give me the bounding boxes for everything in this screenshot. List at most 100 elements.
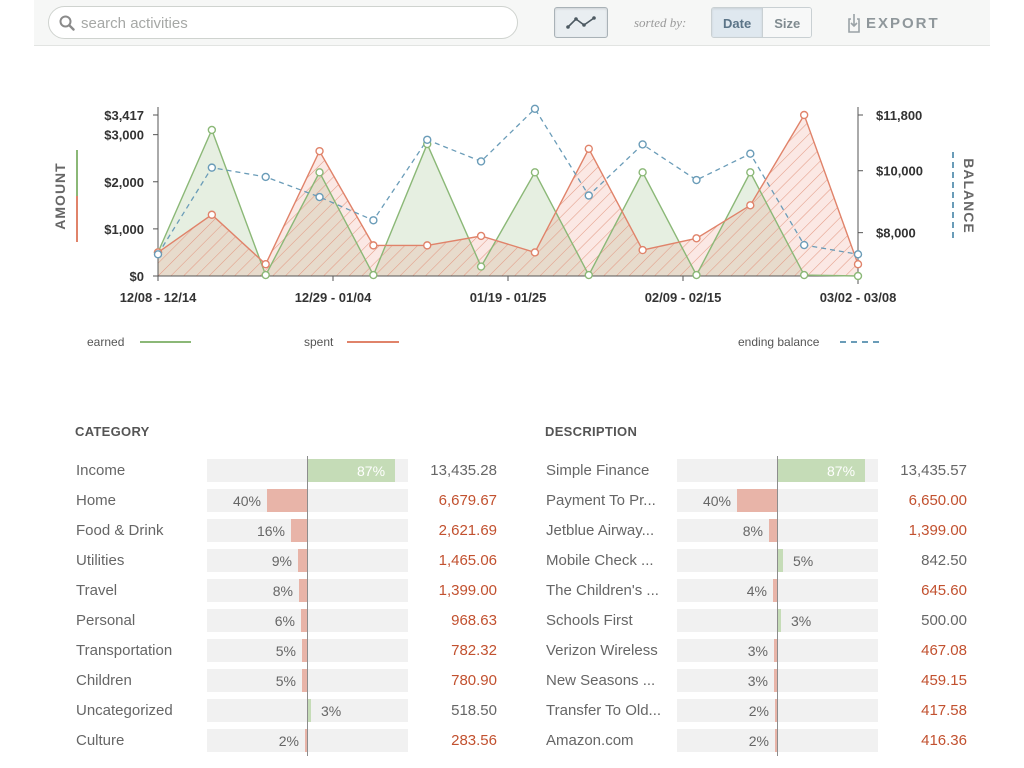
search-icon: [59, 15, 75, 31]
activity-chart: $0 $1,000 $2,000 $3,000 $3,417 $8,000 $10,000 $…: [0, 90, 1024, 370]
description-percent: 40%: [702, 493, 731, 509]
spent-point: [369, 241, 378, 250]
earned-point: [315, 168, 324, 177]
balance-point: [799, 240, 809, 250]
spent-point: [315, 146, 324, 156]
category-row[interactable]: Home 40% 6,679.67: [75, 486, 515, 516]
description-row[interactable]: Verizon Wireless 3% 467.08: [545, 636, 985, 666]
description-bar-track: 8%: [677, 516, 878, 546]
description-name: Transfer To Old...: [546, 702, 662, 719]
category-percent: 3%: [321, 703, 342, 719]
earned-point: [638, 168, 647, 177]
category-bar-fill: [267, 489, 307, 512]
description-row[interactable]: Mobile Check ... 5% 842.50: [545, 546, 985, 576]
spent-point: [799, 110, 809, 120]
earned-point: [369, 270, 378, 280]
spent-point: [746, 201, 755, 210]
balance-point: [369, 216, 378, 225]
balance-point: [746, 149, 755, 158]
spent-point: [261, 260, 270, 269]
category-row[interactable]: Income 87% 13,435.28: [75, 456, 515, 486]
description-bar-fill: [774, 639, 777, 662]
category-amount: 1,465.06: [438, 552, 497, 569]
category-name: Food & Drink: [76, 522, 164, 539]
description-row[interactable]: Simple Finance 87% 13,435.57: [545, 456, 985, 486]
category-name: Home: [76, 492, 117, 509]
search-box[interactable]: [48, 6, 518, 39]
description-percent: 4%: [746, 583, 767, 599]
description-row[interactable]: Amazon.com 2% 416.36: [545, 726, 985, 756]
category-row[interactable]: Culture 2% 283.56: [75, 726, 515, 756]
category-row[interactable]: Food & Drink 16% 2,621.69: [75, 516, 515, 546]
description-bar-track: 3%: [677, 666, 878, 696]
category-bar-fill: [298, 549, 307, 572]
description-rows: Simple Finance 87% 13,435.57 Payment To Pr.…: [545, 456, 985, 756]
description-bar-fill: [778, 609, 781, 632]
description-name: Simple Finance: [546, 462, 650, 479]
search-input[interactable]: [81, 13, 501, 33]
description-name: Jetblue Airway...: [546, 522, 655, 539]
spent-point: [423, 241, 432, 250]
description-amount: 417.58: [921, 702, 967, 719]
category-table-title: CATEGORY: [75, 424, 150, 439]
category-name: Transportation: [76, 642, 173, 659]
x-tick-label: 12/08 - 12/14: [120, 290, 197, 305]
category-bar-fill: [302, 639, 307, 662]
category-bar-axis: [307, 546, 308, 576]
spent-area: [158, 115, 858, 276]
description-bar-axis: [777, 486, 778, 516]
category-row[interactable]: Personal 6% 968.63: [75, 606, 515, 636]
category-row[interactable]: Transportation 5% 782.32: [75, 636, 515, 666]
description-bar-axis: [777, 666, 778, 696]
export-button[interactable]: EXPORT: [848, 12, 940, 34]
balance-point: [207, 163, 217, 172]
description-percent: 2%: [748, 733, 769, 749]
description-row[interactable]: Schools First 3% 500.00: [545, 606, 985, 636]
description-bar-axis: [777, 576, 778, 606]
description-amount: 645.60: [921, 582, 967, 599]
description-row[interactable]: Payment To Pr... 40% 6,650.00: [545, 486, 985, 516]
earned-point: [853, 271, 863, 281]
description-bar-track: 4%: [677, 576, 878, 606]
balance-point: [584, 191, 593, 200]
description-percent: 3%: [747, 643, 768, 659]
y-right-axis-title: BALANCE: [961, 158, 977, 233]
spent-point: [638, 245, 647, 255]
category-bar-axis: [307, 636, 308, 666]
y-left-tick-label: $0: [130, 269, 144, 284]
description-name: Amazon.com: [546, 732, 634, 749]
category-row[interactable]: Children 5% 780.90: [75, 666, 515, 696]
category-bar-track: 2%: [207, 726, 408, 756]
description-row[interactable]: Transfer To Old... 2% 417.58: [545, 696, 985, 726]
description-amount: 416.36: [921, 732, 967, 749]
category-bar-fill: [291, 519, 307, 542]
spent-point: [530, 248, 540, 257]
sort-size-button[interactable]: Size: [763, 8, 812, 37]
category-percent: 8%: [272, 583, 293, 599]
sort-date-button[interactable]: Date: [712, 8, 764, 37]
spent-line: [157, 113, 859, 266]
y-right-tick-label: $11,800: [876, 108, 922, 123]
description-bar-fill: [775, 699, 777, 722]
description-row[interactable]: Jetblue Airway... 8% 1,399.00: [545, 516, 985, 546]
description-row[interactable]: The Children's ... 4% 645.60: [545, 576, 985, 606]
category-bar-axis: [307, 606, 308, 636]
description-name: Mobile Check ...: [546, 552, 654, 569]
balance-point: [476, 157, 486, 166]
category-name: Children: [76, 672, 132, 689]
category-table: CATEGORY Income 87% 13,435.28 Home 40% 6,679.…: [75, 424, 515, 756]
category-amount: 1,399.00: [438, 582, 497, 599]
description-bar-track: 3%: [677, 606, 878, 636]
category-row[interactable]: Utilities 9% 1,465.06: [75, 546, 515, 576]
category-row[interactable]: Uncategorized 3% 518.50: [75, 696, 515, 726]
chart-view-toggle[interactable]: [554, 7, 608, 38]
y-left-tick-label: $3,417: [104, 108, 144, 123]
x-tick-label: 12/29 - 01/04: [295, 290, 372, 305]
description-row[interactable]: New Seasons ... 3% 459.15: [545, 666, 985, 696]
category-amount: 6,679.67: [438, 492, 497, 509]
category-row[interactable]: Travel 8% 1,399.00: [75, 576, 515, 606]
export-label: EXPORT: [866, 14, 940, 32]
category-bar-axis: [307, 666, 308, 696]
description-bar-fill: [773, 579, 777, 602]
legend-balance-label: ending balance: [738, 335, 820, 349]
